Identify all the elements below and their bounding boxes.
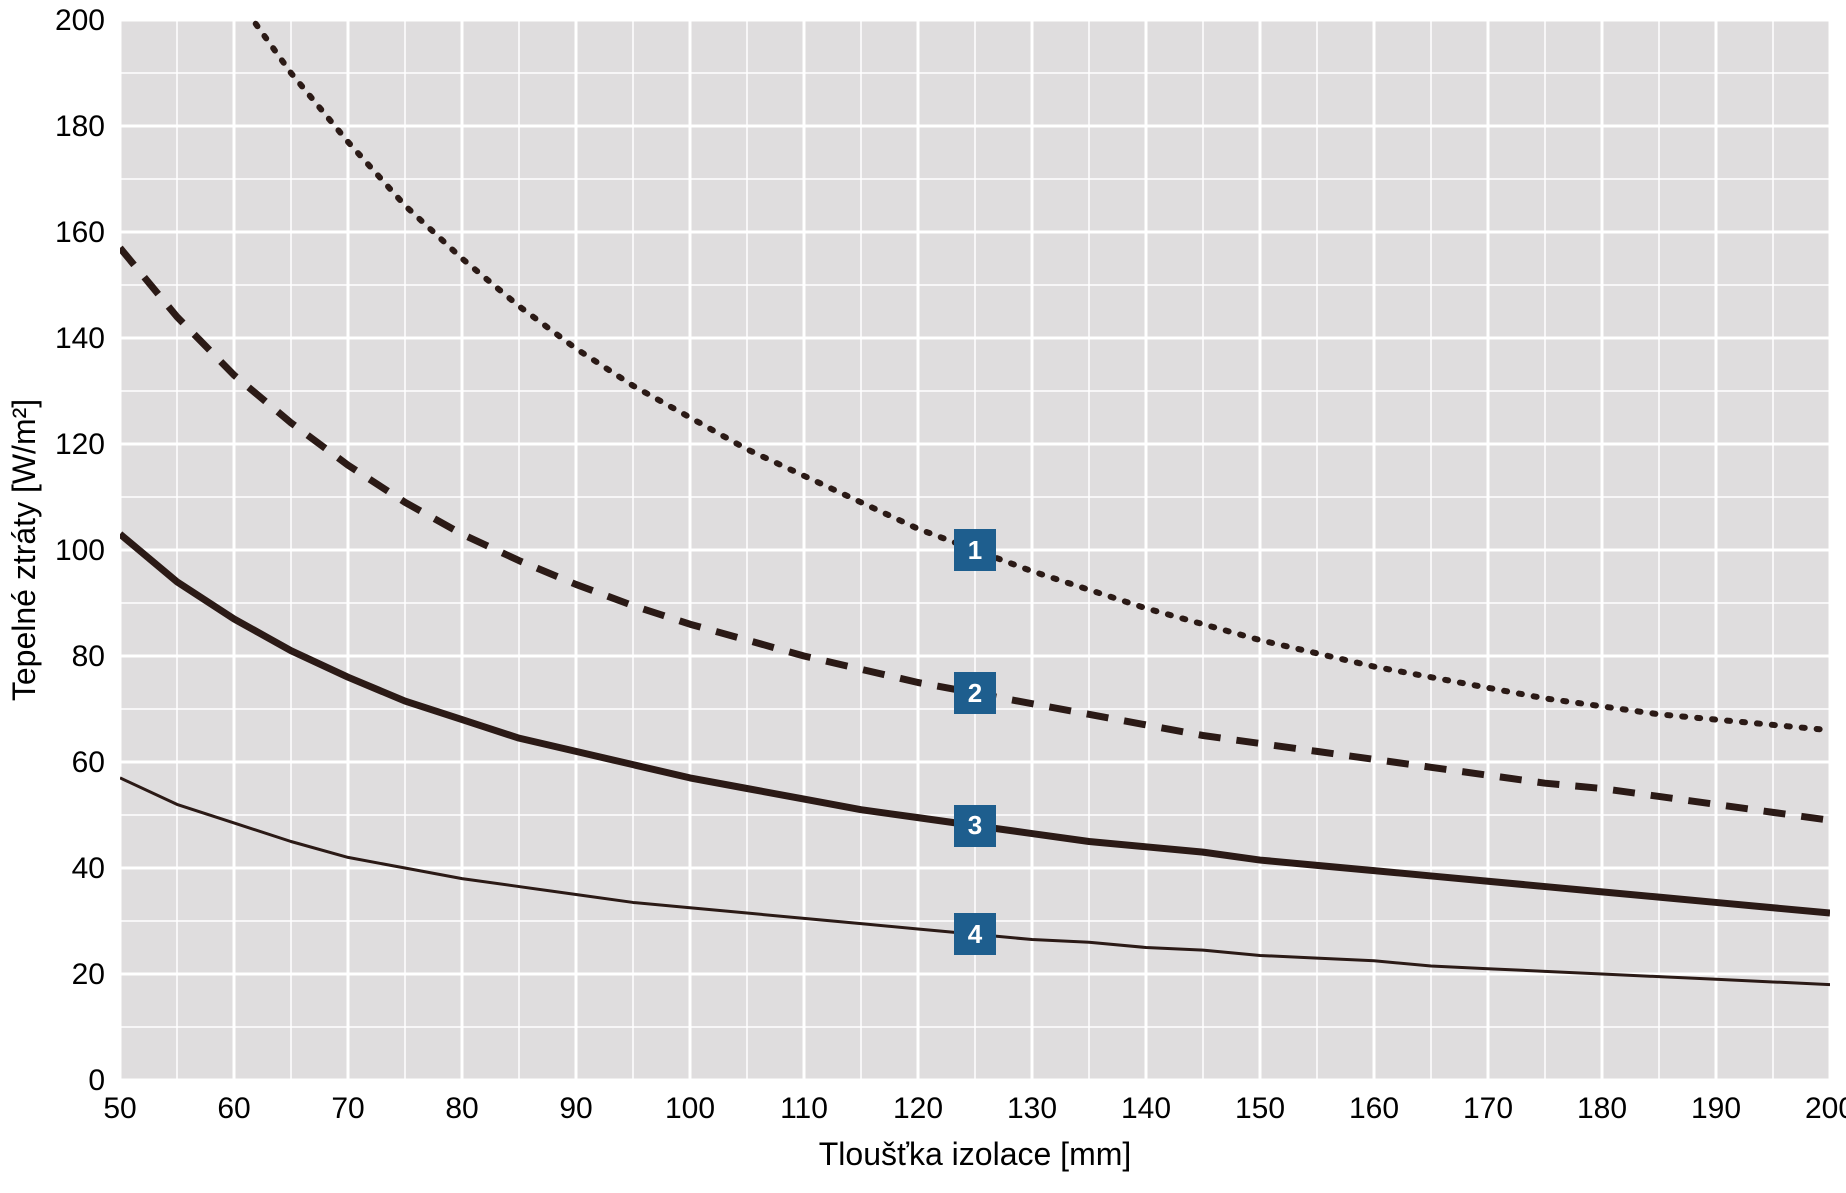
chart-svg: 5060708090100110120130140150160170180190…: [0, 0, 1846, 1193]
x-tick-label: 90: [559, 1092, 592, 1125]
series-badge-2: 2: [954, 672, 996, 714]
y-axis-label: Tepelné ztráty [W/m²]: [6, 399, 42, 701]
series-badge-1: 1: [954, 529, 996, 571]
y-tick-label: 0: [88, 1064, 105, 1097]
y-tick-label: 120: [55, 428, 105, 461]
x-tick-label: 180: [1577, 1092, 1627, 1125]
x-tick-label: 120: [893, 1092, 943, 1125]
x-tick-label: 150: [1235, 1092, 1285, 1125]
series-badge-4: 4: [954, 913, 996, 955]
y-tick-label: 40: [72, 852, 105, 885]
x-tick-label: 110: [780, 1092, 828, 1125]
x-tick-label: 80: [445, 1092, 478, 1125]
x-axis-label: Tloušťka izolace [mm]: [819, 1136, 1132, 1172]
y-tick-label: 200: [55, 4, 105, 37]
x-tick-label: 60: [217, 1092, 250, 1125]
x-tick-label: 140: [1121, 1092, 1171, 1125]
x-tick-label: 70: [331, 1092, 364, 1125]
x-tick-label: 50: [103, 1092, 136, 1125]
x-tick-label: 130: [1007, 1092, 1057, 1125]
y-tick-label: 140: [55, 322, 105, 355]
y-tick-label: 180: [55, 110, 105, 143]
x-tick-label: 160: [1349, 1092, 1399, 1125]
y-tick-label: 160: [55, 216, 105, 249]
x-tick-label: 200: [1805, 1092, 1846, 1125]
y-tick-label: 60: [72, 746, 105, 779]
y-tick-label: 100: [55, 534, 105, 567]
y-tick-label: 20: [72, 958, 105, 991]
chart-container: 5060708090100110120130140150160170180190…: [0, 0, 1846, 1193]
x-tick-label: 100: [665, 1092, 715, 1125]
y-tick-label: 80: [72, 640, 105, 673]
series-badge-3: 3: [954, 805, 996, 847]
x-tick-label: 170: [1463, 1092, 1513, 1125]
x-tick-label: 190: [1691, 1092, 1741, 1125]
